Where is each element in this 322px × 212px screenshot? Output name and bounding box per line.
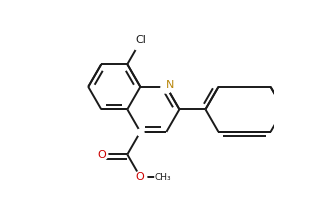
Text: Cl: Cl: [135, 35, 146, 45]
Text: CH₃: CH₃: [154, 173, 171, 181]
Text: O: O: [97, 150, 106, 160]
Text: O: O: [135, 172, 144, 182]
Text: N: N: [166, 80, 175, 90]
